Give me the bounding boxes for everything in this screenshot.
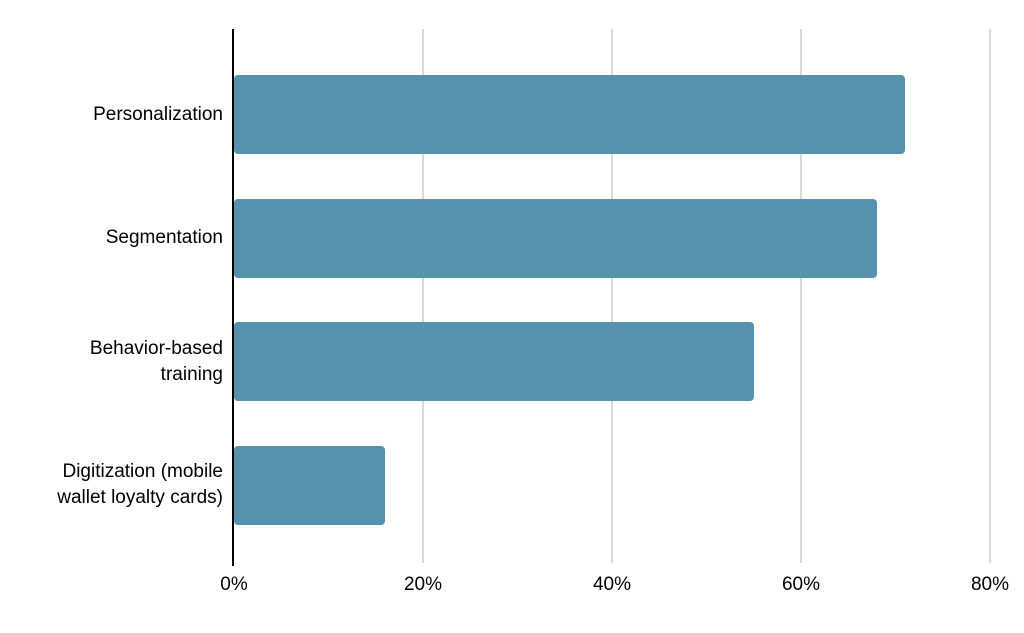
x-tick-label-60: 60%: [781, 574, 821, 595]
gridline-20: [422, 29, 424, 563]
x-tick-label-0: 0%: [220, 574, 248, 595]
category-label-1: Segmentation: [105, 227, 223, 248]
plot-area: [232, 29, 994, 566]
bar-2: [234, 322, 754, 401]
x-tick-label-40: 40%: [592, 574, 632, 595]
gridline-60: [800, 29, 802, 563]
gridline-40: [611, 29, 613, 563]
x-tick-label-80: 80%: [970, 574, 1010, 595]
x-tick-label-20: 20%: [403, 574, 443, 595]
bar-0: [234, 75, 905, 154]
bar-1: [234, 198, 877, 278]
category-label-0: Personalization: [93, 103, 223, 125]
y-axis-line: [232, 29, 234, 566]
category-label-3: Digitization (mobile wallet loyalty cards…: [57, 461, 223, 508]
category-label-2: Behavior-based training: [89, 337, 223, 385]
gridline-80: [989, 29, 991, 563]
bar-3: [234, 445, 386, 525]
